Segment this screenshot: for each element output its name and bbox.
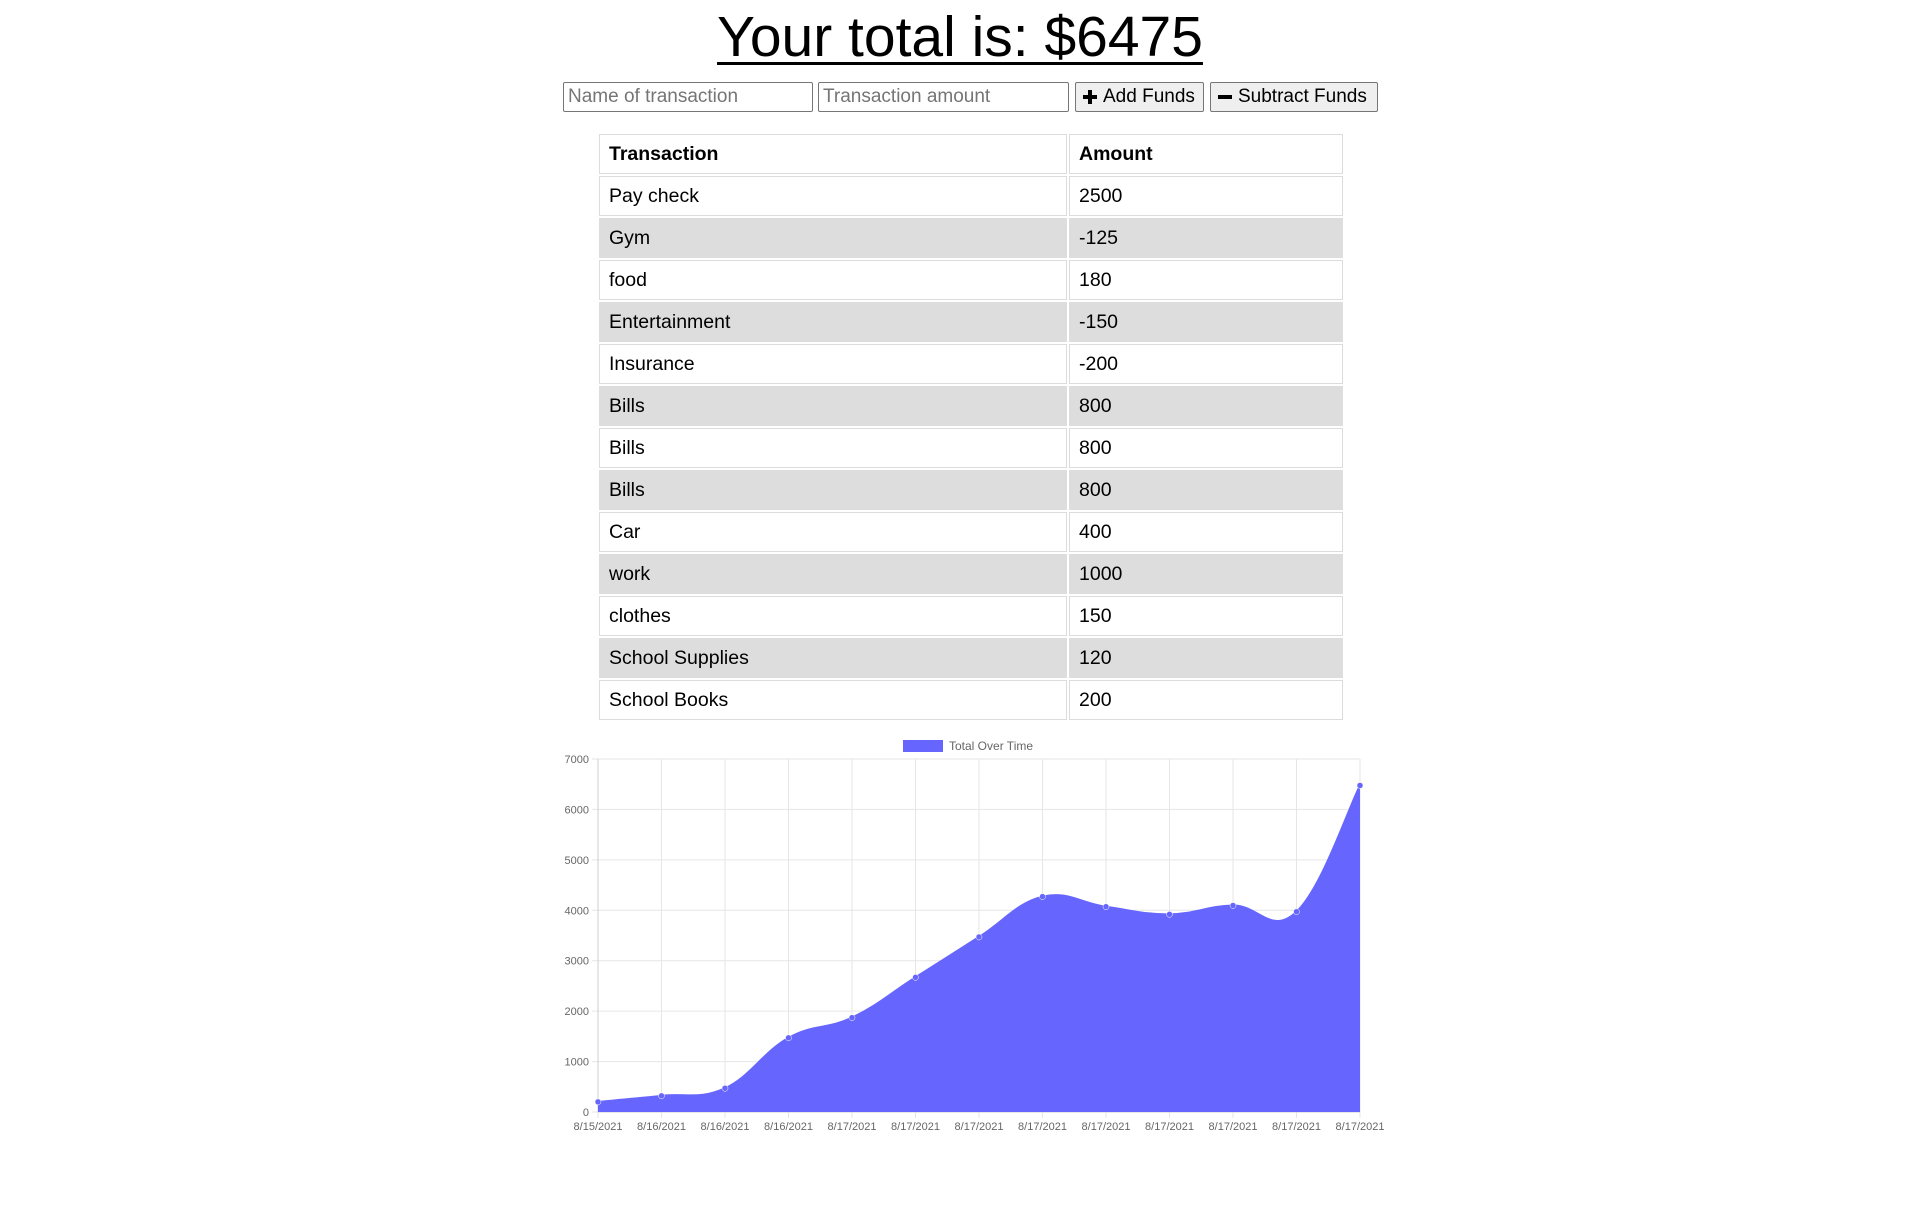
subtract-funds-label: Subtract Funds	[1238, 86, 1367, 107]
legend-label: Total Over Time	[949, 739, 1033, 753]
total-heading: Your total is: $6475	[717, 5, 1203, 69]
x-tick-label: 8/17/2021	[1336, 1121, 1385, 1133]
transaction-name-cell: Bills	[599, 470, 1067, 510]
y-tick-label: 3000	[565, 956, 589, 968]
table-row: Bills 800	[599, 470, 1343, 510]
transaction-name-cell: Bills	[599, 428, 1067, 468]
transaction-name-cell: Insurance	[599, 344, 1067, 384]
table-row: Car 400	[599, 512, 1343, 552]
transaction-amount-cell: 800	[1069, 428, 1343, 468]
transaction-amount-cell: 180	[1069, 260, 1343, 300]
minus-icon	[1218, 90, 1232, 104]
table-header-row: Transaction Amount	[599, 134, 1343, 174]
series-area	[598, 785, 1360, 1112]
data-point	[658, 1092, 665, 1100]
series-line	[597, 785, 1361, 1103]
x-tick-label: 8/17/2021	[1018, 1121, 1067, 1133]
transaction-name-cell: Gym	[599, 218, 1067, 258]
transaction-name-cell: clothes	[599, 596, 1067, 636]
data-point	[975, 933, 983, 941]
plus-icon	[1083, 90, 1097, 104]
table-row: work 1000	[599, 554, 1343, 594]
chart-svg: 0 1000 2000 3000 4000 5000 6000 7000 8/15/2021 8/…	[565, 739, 1385, 1133]
data-point	[912, 974, 919, 981]
amount-column-header: Amount	[1069, 134, 1343, 174]
transaction-name-input[interactable]	[563, 82, 813, 112]
x-tick-label: 8/17/2021	[955, 1121, 1004, 1133]
legend-swatch	[903, 740, 943, 752]
y-tick-label: 7000	[565, 754, 589, 766]
data-point	[1356, 782, 1364, 789]
x-tick-label: 8/16/2021	[764, 1121, 813, 1133]
transaction-amount-input[interactable]	[818, 82, 1069, 112]
total-over-time-chart: 0 1000 2000 3000 4000 5000 6000 7000 8/15/2021 8/…	[548, 728, 1398, 1148]
add-funds-button[interactable]: Add Funds	[1075, 82, 1204, 112]
transaction-amount-cell: 200	[1069, 680, 1343, 720]
transaction-name-cell: work	[599, 554, 1067, 594]
transaction-amount-cell: 1000	[1069, 554, 1343, 594]
transaction-name-cell: Entertainment	[599, 302, 1067, 342]
table-row: Gym -125	[599, 218, 1343, 258]
data-point	[1039, 893, 1046, 900]
data-point	[785, 1034, 792, 1042]
transaction-amount-cell: 120	[1069, 638, 1343, 678]
data-point	[594, 1098, 602, 1106]
table-row: food 180	[599, 260, 1343, 300]
transaction-amount-cell: 400	[1069, 512, 1343, 552]
x-tick-label: 8/17/2021	[1082, 1121, 1131, 1133]
transaction-name-cell: School Supplies	[599, 638, 1067, 678]
x-tick-label: 8/17/2021	[1209, 1121, 1258, 1133]
transaction-amount-cell: -150	[1069, 302, 1343, 342]
data-point	[1166, 911, 1173, 918]
table-row: Entertainment -150	[599, 302, 1343, 342]
transaction-amount-cell: -200	[1069, 344, 1343, 384]
transaction-amount-cell: 2500	[1069, 176, 1343, 216]
x-tick-label: 8/17/2021	[1145, 1121, 1194, 1133]
transaction-name-cell: food	[599, 260, 1067, 300]
transaction-name-cell: Pay check	[599, 176, 1067, 216]
transaction-amount-cell: 150	[1069, 596, 1343, 636]
data-point	[1293, 908, 1300, 916]
y-tick-label: 5000	[565, 855, 589, 867]
y-tick-label: 6000	[565, 804, 589, 816]
transaction-name-cell: Bills	[599, 386, 1067, 426]
add-funds-label: Add Funds	[1103, 86, 1195, 107]
data-point	[1229, 902, 1237, 909]
y-tick-label: 2000	[565, 1006, 589, 1018]
transaction-name-cell: Car	[599, 512, 1067, 552]
y-tick-label: 0	[583, 1107, 589, 1119]
table-row: Insurance -200	[599, 344, 1343, 384]
x-tick-label: 8/17/2021	[891, 1121, 940, 1133]
x-tick-label: 8/15/2021	[574, 1121, 623, 1133]
data-point	[721, 1085, 729, 1092]
y-tick-label: 1000	[565, 1057, 589, 1069]
data-point	[1102, 903, 1110, 911]
transaction-amount-cell: 800	[1069, 470, 1343, 510]
transaction-amount-cell: 800	[1069, 386, 1343, 426]
transaction-name-cell: School Books	[599, 680, 1067, 720]
x-tick-label: 8/16/2021	[637, 1121, 686, 1133]
transaction-column-header: Transaction	[599, 134, 1067, 174]
table-row: Pay check 2500	[599, 176, 1343, 216]
table-row: Bills 800	[599, 386, 1343, 426]
x-tick-label: 8/17/2021	[828, 1121, 877, 1133]
table-row: Bills 800	[599, 428, 1343, 468]
transactions-table: Transaction Amount Pay check 2500 Gym -125…	[597, 132, 1345, 722]
table-row: School Supplies 120	[599, 638, 1343, 678]
x-tick-label: 8/16/2021	[701, 1121, 750, 1133]
table-row: clothes 150	[599, 596, 1343, 636]
data-point	[848, 1014, 856, 1021]
y-tick-label: 4000	[565, 905, 589, 917]
table-row: School Books 200	[599, 680, 1343, 720]
subtract-funds-button[interactable]: Subtract Funds	[1210, 82, 1378, 112]
x-tick-label: 8/17/2021	[1272, 1121, 1321, 1133]
transaction-amount-cell: -125	[1069, 218, 1343, 258]
